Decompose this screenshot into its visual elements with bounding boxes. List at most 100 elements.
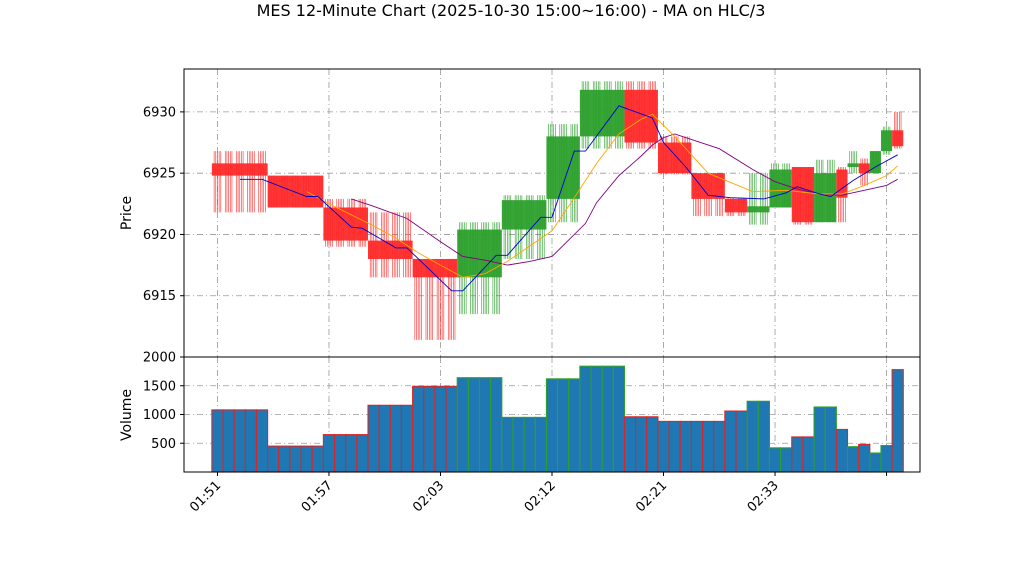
volume-bar [757,400,771,473]
chart-title: MES 12-Minute Chart (2025-10-30 15:00~16… [257,1,766,20]
candle-body [847,163,859,168]
volume-bar [824,406,837,473]
volume-bar [679,420,692,473]
candle-body [657,142,692,174]
volume-bar [590,365,603,473]
candle-body [769,169,792,208]
volume-bar [768,447,782,473]
candle-body [501,200,547,230]
volume-tick-label: 2000 [143,351,176,366]
volume-bar [345,434,358,473]
volume-bar [356,434,369,473]
price-axis-label: Price [119,196,135,230]
volume-bar [846,446,860,473]
volume-bar [389,404,403,473]
ma-fast-line [239,105,898,292]
x-tick-label: 02:33 [745,478,782,515]
volume-tick-label: 1500 [143,379,176,394]
candle-body [457,229,502,278]
volume-bar [211,409,224,473]
volume-bar [333,434,347,473]
volume-bar [501,416,514,473]
volume-bar [690,420,704,473]
candles [211,81,904,340]
volume-bar [623,416,637,473]
price-tick-label: 6920 [143,228,176,243]
x-tick-label: 02:03 [410,478,447,515]
volume-bar [456,377,469,473]
candle-body [880,130,893,152]
volume-bar [869,452,882,473]
volume-bar [858,443,871,473]
volume-bar [568,378,581,473]
candle-body [323,207,368,241]
volume-bar [445,385,458,473]
volume-bar [557,378,570,473]
candle-body [747,206,770,213]
candle-body [814,173,837,223]
volume-bar [400,404,414,473]
volume-bar [545,378,559,473]
volume-bar [412,385,425,473]
candle-body [211,163,268,176]
volume-axis-label: Volume [119,389,135,441]
volume-bar [579,365,592,473]
ma-mid-line [306,113,898,278]
volume-bar [255,409,269,473]
volume-bar [534,416,547,473]
price-tick-label: 6925 [143,167,176,182]
x-tick-label: 01:51 [187,478,224,515]
volume-bar [378,404,391,473]
candle-body [624,89,658,143]
candle-body [892,130,904,147]
candle-body [724,198,748,213]
volume-bar [891,369,904,473]
volume-bar [322,434,336,473]
volume-bar [222,409,235,473]
volume-bar [657,420,670,473]
x-tick-label: 02:21 [633,478,670,515]
volume-bars [211,365,904,473]
volume-y-axis: 500 1000 1500 2000 [143,351,184,452]
volume-bar [434,385,447,473]
volume-bar [646,416,659,473]
x-tick-label: 02:12 [522,478,559,515]
volume-bar [601,365,614,473]
volume-bar [612,365,626,473]
volume-bar [735,410,748,473]
volume-bar [701,420,715,473]
volume-bar [780,447,793,473]
volume-bar [802,436,815,473]
volume-bar [724,410,737,473]
volume-bar [813,406,826,473]
candle-body [791,167,815,223]
volume-tick-label: 1000 [143,408,176,423]
volume-bar [244,409,258,473]
volume-bar [746,400,759,473]
price-y-axis: 6915 6920 6925 6930 [143,105,184,304]
volume-bar [880,444,893,473]
volume-bar [300,445,313,473]
volume-bar [233,409,246,473]
volume-bar [423,385,436,473]
price-tick-label: 6915 [143,289,176,304]
volume-bar [635,416,648,473]
price-tick-label: 6930 [143,105,176,120]
x-tick-label: 01:57 [299,478,336,515]
volume-bar [311,445,324,473]
volume-bar [713,420,726,473]
volume-bar [835,428,849,473]
volume-bar [668,420,681,473]
volume-bar [523,416,536,473]
candle-body [368,240,413,259]
volume-bar [367,404,380,473]
candle-body [858,163,870,174]
candle-body [267,175,324,208]
volume-bar [512,416,525,473]
candle-body [869,151,881,174]
volume-bar [490,377,503,473]
volume-bar [478,377,492,473]
volume-bar [278,445,291,473]
